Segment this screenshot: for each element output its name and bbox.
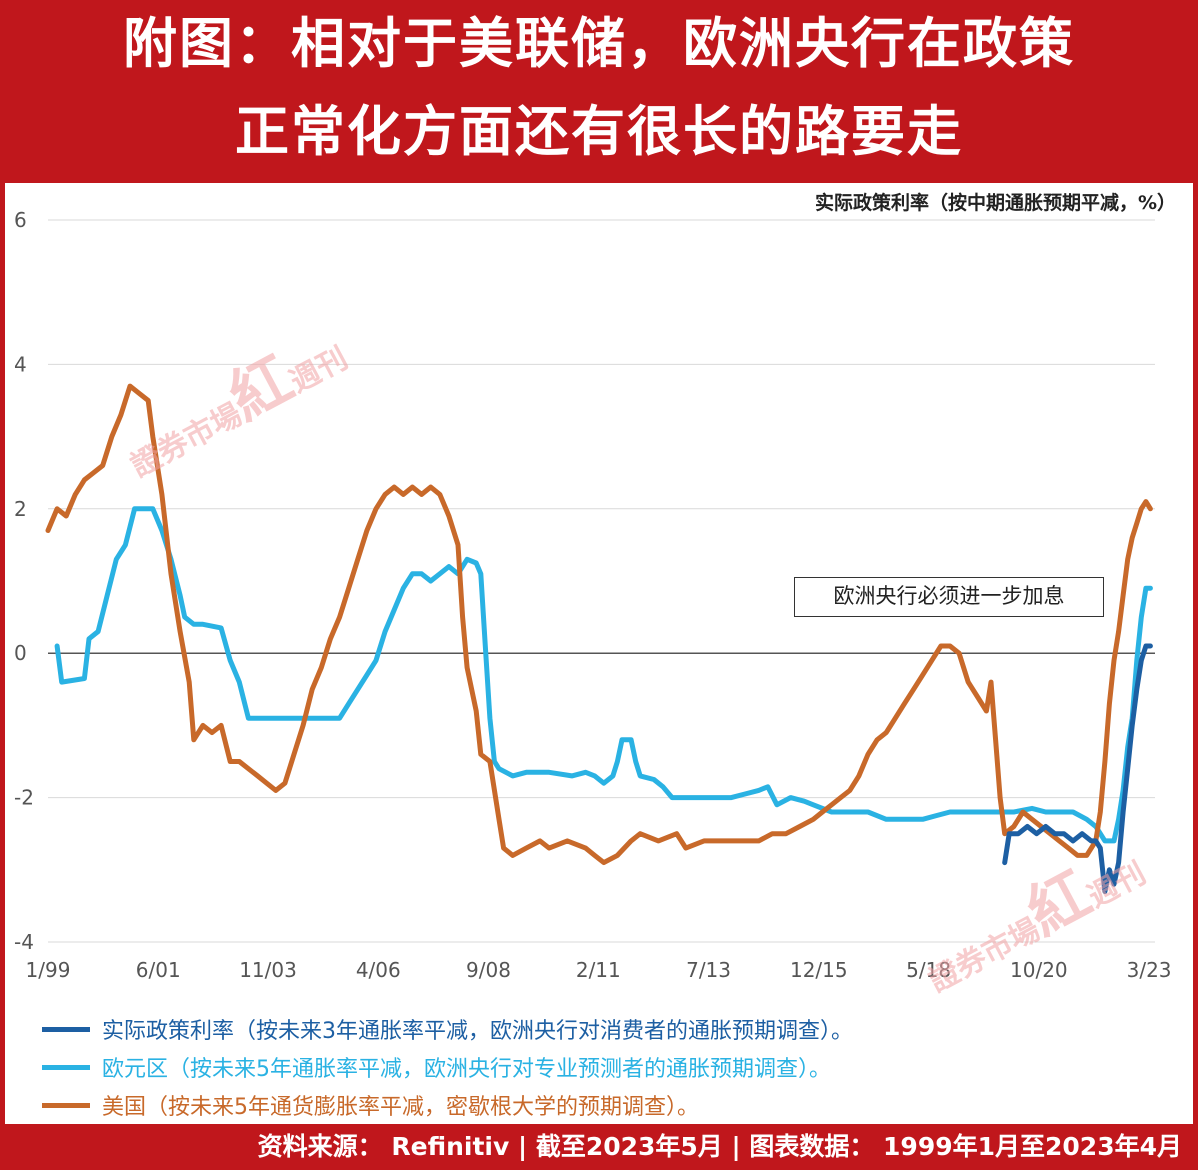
x-tick-label: 6/01 [136,958,181,982]
y-tick-label: 2 [14,497,27,521]
series-line-eurozone [54,506,1153,844]
x-tick-label: 3/23 [1127,958,1172,982]
gridlines [48,219,1155,943]
annotation-box: 欧洲央行必须进一步加息 [794,577,1104,617]
legend-item-us: 美国（按未来5年通货膨胀率平减，密歇根大学的预期调查）。 [42,1086,853,1124]
series-line-ecb-consumer [1002,643,1153,894]
legend: 实际政策利率（按未来3年通胀率平减，欧洲央行对消费者的通胀预期调查）。 欧元区（… [42,1010,853,1124]
y-axis-unit-label: 实际政策利率（按中期通胀预期平减，%） [814,192,1176,214]
legend-item-eurozone: 欧元区（按未来5年通胀率平减，欧洲央行对专业预测者的通胀预期调查）。 [42,1048,853,1086]
y-tick-label: -2 [14,786,34,810]
x-tick-label: 2/11 [576,958,621,982]
legend-label: 实际政策利率（按未来3年通胀率平减，欧洲央行对消费者的通胀预期调查）。 [102,1019,853,1044]
y-tick-label: 4 [14,352,27,376]
legend-swatch-light-blue [42,1064,90,1070]
y-tick-label: 0 [14,641,27,665]
series-lines [45,383,1153,894]
legend-label: 欧元区（按未来5年通胀率平减，欧洲央行对专业预测者的通胀预期调查）。 [102,1057,831,1082]
legend-swatch-orange [42,1102,90,1108]
chart-title-line-1: 附图：相对于美联储，欧洲央行在政策 [123,12,1075,75]
x-tick-label: 5/18 [906,958,951,982]
y-tick-label: 6 [14,208,27,232]
x-tick-label: 10/20 [1010,958,1068,982]
y-tick-label: -4 [14,930,34,954]
legend-label: 美国（按未来5年通货膨胀率平减，密歇根大学的预期调查）。 [102,1095,699,1120]
source-footer: 资料来源： Refinitiv | 截至2023年5月 | 图表数据： 1999… [0,1124,1198,1170]
x-tick-label: 11/03 [239,958,297,982]
chart-title-line-2: 正常化方面还有很长的路要走 [235,100,963,163]
legend-swatch-dark-blue [42,1026,90,1032]
x-tick-label: 7/13 [686,958,731,982]
x-tick-labels: 1/99 6/01 11/03 4/06 9/08 2/11 7/13 12/15 5/18 10… [26,958,1172,982]
series-line-us [45,383,1153,866]
x-tick-label: 4/06 [356,958,401,982]
x-tick-label: 9/08 [466,958,511,982]
y-tick-labels: 6 4 2 0 -2 -4 [14,208,34,954]
x-tick-label: 1/99 [26,958,71,982]
legend-item-ecb-consumer: 实际政策利率（按未来3年通胀率平减，欧洲央行对消费者的通胀预期调查）。 [42,1010,853,1048]
title-banner: 附图：相对于美联储，欧洲央行在政策 正常化方面还有很长的路要走 [0,0,1198,183]
x-tick-label: 12/15 [790,958,848,982]
